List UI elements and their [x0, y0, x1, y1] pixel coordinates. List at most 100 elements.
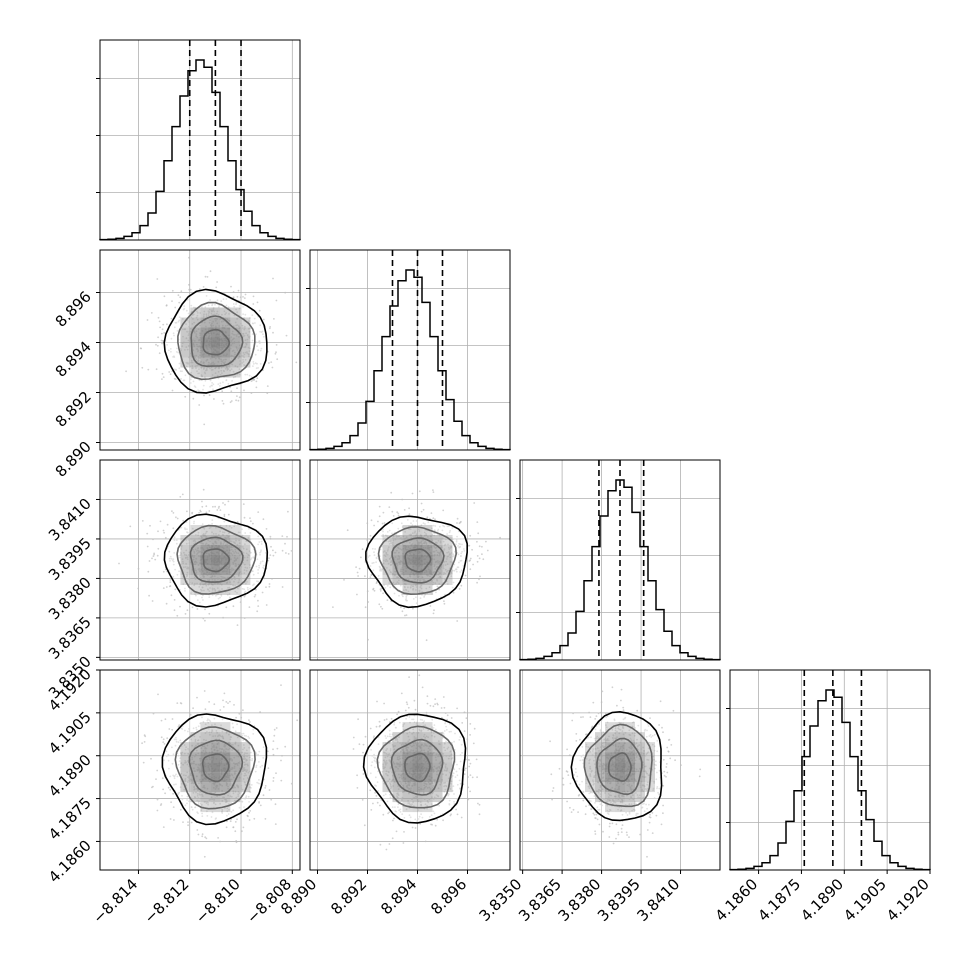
- sample-point: [381, 607, 384, 610]
- sample-point: [175, 321, 178, 324]
- sample-point: [192, 306, 195, 309]
- y-tick-label: 3.8410: [45, 495, 95, 545]
- sample-point: [154, 558, 157, 561]
- sample-point: [429, 605, 432, 607]
- sample-point: [217, 507, 220, 509]
- sample-point: [456, 813, 459, 816]
- sample-point: [236, 295, 239, 298]
- sample-point: [162, 587, 165, 589]
- sample-point: [168, 371, 171, 373]
- sample-point: [272, 331, 274, 334]
- sample-point: [172, 332, 175, 335]
- sample-point: [262, 318, 265, 321]
- sample-point: [224, 503, 226, 506]
- sample-point: [236, 311, 239, 314]
- sample-point: [379, 590, 382, 592]
- sample-point: [252, 303, 255, 305]
- sample-point: [247, 815, 249, 818]
- sample-point: [237, 289, 240, 292]
- sample-point: [456, 620, 459, 622]
- sample-point: [203, 371, 206, 374]
- sample-point: [173, 609, 176, 612]
- sample-point: [268, 585, 271, 588]
- sample-point: [271, 366, 274, 369]
- y-tick-label: 4.1905: [45, 708, 95, 758]
- sample-point: [248, 819, 251, 821]
- sample-point: [179, 702, 182, 704]
- sample-point: [205, 511, 208, 514]
- sample-point: [155, 368, 158, 371]
- sample-point: [601, 690, 604, 693]
- sample-point: [405, 614, 408, 616]
- sample-point: [160, 339, 163, 342]
- sample-point: [188, 336, 191, 339]
- sample-point: [469, 568, 472, 571]
- sample-point: [280, 759, 282, 762]
- sample-point: [388, 843, 391, 845]
- sample-point: [172, 806, 175, 808]
- sample-point: [204, 608, 206, 611]
- sample-point: [171, 289, 174, 292]
- sample-point: [187, 334, 190, 337]
- sample-point: [481, 553, 483, 556]
- sample-point: [358, 567, 361, 570]
- sample-point: [236, 624, 239, 626]
- sample-point: [251, 339, 254, 342]
- sample-point: [478, 813, 481, 816]
- sample-point: [188, 332, 191, 335]
- sample-point: [157, 547, 160, 550]
- sample-point: [468, 765, 471, 768]
- sample-point: [444, 712, 447, 714]
- sample-point: [378, 720, 381, 723]
- sample-point: [268, 583, 271, 585]
- sample-point: [275, 299, 278, 302]
- sample-point: [364, 575, 366, 577]
- sample-point: [465, 717, 468, 720]
- sample-point: [229, 700, 231, 703]
- sample-point: [281, 586, 284, 588]
- sample-point: [284, 291, 287, 294]
- sample-point: [196, 360, 199, 363]
- sample-point: [392, 819, 394, 822]
- sample-point: [244, 351, 247, 354]
- sample-point: [270, 798, 273, 801]
- sample-point: [125, 370, 127, 373]
- sample-point: [232, 826, 235, 829]
- sample-point: [141, 366, 144, 369]
- sample-point: [264, 785, 267, 787]
- sample-point: [472, 563, 474, 566]
- sample-point: [190, 371, 192, 374]
- sample-point: [162, 340, 164, 342]
- sample-point: [250, 392, 253, 394]
- sample-point: [380, 605, 382, 608]
- sample-point: [252, 365, 254, 367]
- sample-point: [478, 803, 481, 806]
- sample-point: [165, 304, 168, 307]
- sample-point: [223, 515, 226, 518]
- sample-point: [166, 737, 169, 740]
- sample-point: [242, 332, 245, 335]
- sample-point: [209, 379, 212, 382]
- sample-point: [216, 299, 219, 302]
- sample-point: [259, 330, 261, 333]
- sample-point: [469, 762, 472, 765]
- sample-point: [197, 357, 200, 360]
- sample-point: [362, 743, 365, 746]
- sample-point: [188, 288, 191, 291]
- sample-point: [468, 560, 471, 562]
- sample-point: [296, 719, 299, 722]
- sample-point: [262, 335, 265, 338]
- sample-point: [253, 595, 256, 598]
- sample-point: [421, 686, 424, 689]
- sample-point: [249, 517, 251, 519]
- sample-point: [187, 821, 189, 823]
- sample-point: [225, 701, 228, 703]
- sample-point: [212, 505, 214, 508]
- sample-point: [238, 305, 241, 307]
- sample-point: [276, 747, 279, 750]
- sample-point: [162, 826, 165, 828]
- sample-point: [391, 510, 394, 513]
- sample-point: [179, 808, 182, 811]
- sample-point: [163, 295, 166, 298]
